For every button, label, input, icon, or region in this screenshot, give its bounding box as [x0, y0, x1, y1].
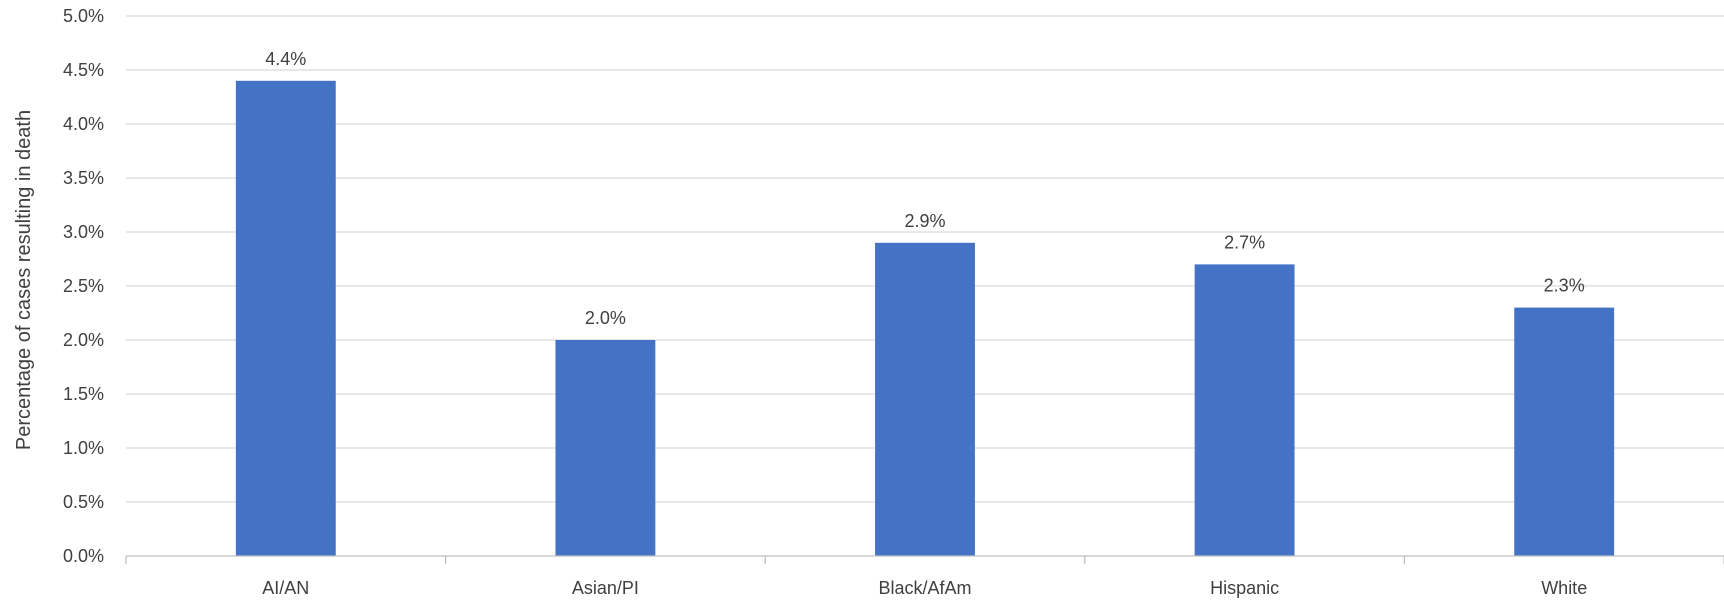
y-tick-label: 2.0%	[63, 330, 104, 350]
y-tick-label: 1.0%	[63, 438, 104, 458]
y-tick-label: 3.0%	[63, 222, 104, 242]
bars	[235, 80, 1615, 557]
y-tick-label: 4.5%	[63, 60, 104, 80]
y-axis-tick-labels: 0.0% 0.5% 1.0% 1.5% 2.0% 2.5% 3.0% 3.5% 4.0% 4.5%…	[63, 6, 104, 566]
data-label: 2.3%	[1544, 276, 1585, 296]
bar	[1194, 264, 1295, 556]
x-axis: AI/AN Asian/PI Black/AfAm Hispanic White	[125, 555, 1724, 598]
y-tick-label: 3.5%	[63, 168, 104, 188]
bar	[1514, 307, 1615, 556]
data-label: 2.0%	[585, 308, 626, 328]
bar	[875, 242, 975, 557]
y-tick-label: 2.5%	[63, 276, 104, 296]
data-label: 2.7%	[1224, 232, 1265, 252]
y-tick-label: 4.0%	[63, 114, 104, 134]
data-label: 2.9%	[904, 211, 945, 231]
y-tick-label: 0.5%	[63, 492, 104, 512]
x-tick-label: White	[1541, 578, 1587, 598]
x-tick-label: Black/AfAm	[878, 578, 971, 598]
y-tick-label: 0.0%	[63, 546, 104, 566]
x-tick-label: Hispanic	[1210, 578, 1279, 598]
x-tick-label: Asian/PI	[572, 578, 639, 598]
bar	[555, 340, 656, 556]
data-labels: 4.4% 2.0% 2.9% 2.7% 2.3%	[265, 49, 1584, 328]
y-axis-title: Percentage of cases resulting in death	[13, 110, 35, 450]
x-tick-label: AI/AN	[262, 578, 309, 598]
data-label: 4.4%	[265, 49, 306, 69]
y-tick-label: 1.5%	[63, 384, 104, 404]
y-tick-label: 5.0%	[63, 6, 104, 26]
bar	[235, 80, 336, 557]
